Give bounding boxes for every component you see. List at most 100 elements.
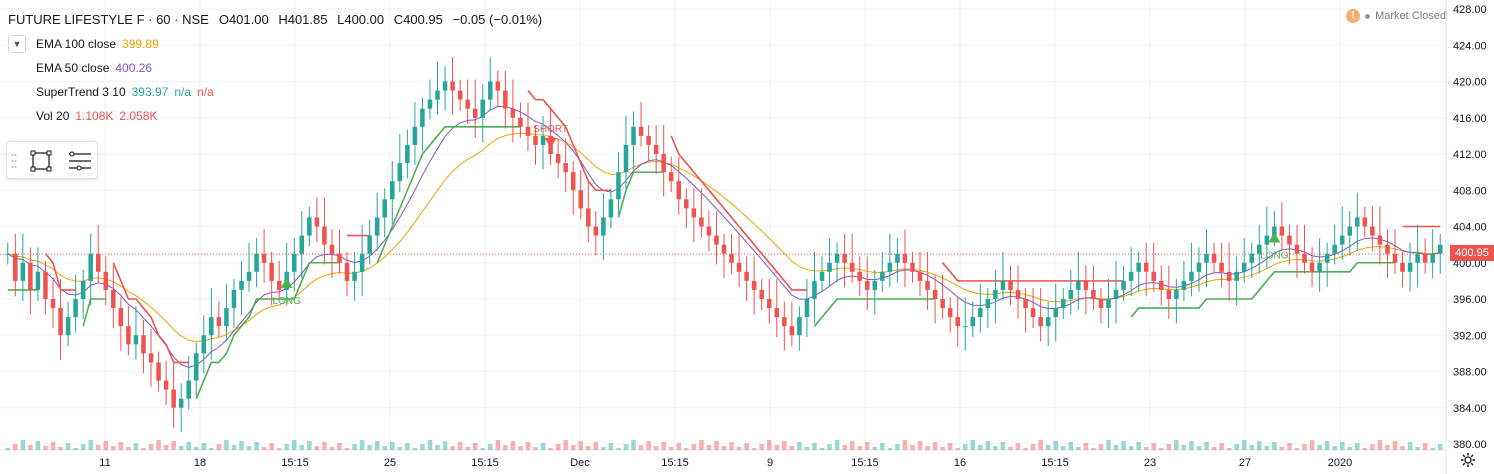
- candle-body: [1415, 253, 1420, 263]
- candle-body: [88, 253, 93, 281]
- candle-body: [518, 117, 523, 127]
- candle-body: [13, 253, 18, 281]
- volume-bar: [1121, 441, 1126, 450]
- indicator-ema50[interactable]: EMA 50 close 400.26: [8, 56, 548, 80]
- y-tick-label: 420.00: [1453, 77, 1487, 89]
- candle-body: [623, 144, 629, 173]
- volume-bar: [902, 440, 908, 450]
- volume-name: Vol 20: [36, 109, 70, 123]
- candle-body: [193, 353, 199, 381]
- candle-body: [50, 299, 56, 309]
- volume-bar: [359, 440, 365, 450]
- market-status[interactable]: ! Market Closed: [1346, 9, 1446, 23]
- volume-bar: [940, 447, 945, 450]
- candle-body: [156, 362, 161, 381]
- volume-bar: [186, 442, 191, 450]
- candle-body: [1430, 253, 1435, 263]
- volume-bar: [842, 445, 847, 450]
- volume-bar: [668, 447, 674, 450]
- time-axis: 11 18 15:15 25 15:15 Dec 15:15 9 15:15 16 15:15 23 2…: [99, 457, 1352, 469]
- volume-bar: [390, 442, 395, 450]
- candle-body: [133, 335, 139, 345]
- horizontal-lines-icon[interactable]: [67, 149, 91, 173]
- candle-body: [1287, 235, 1292, 245]
- volume-bar: [910, 445, 915, 450]
- volume-bar: [465, 447, 470, 450]
- candle-body: [209, 317, 214, 336]
- volume-bar: [699, 440, 704, 450]
- candle-body: [43, 271, 48, 299]
- y-tick-label: 396.00: [1453, 294, 1487, 306]
- volume-bar: [337, 443, 342, 450]
- candle-body: [420, 108, 425, 127]
- indicator-supertrend[interactable]: SuperTrend 3 10 393.97 n/a n/a: [8, 80, 548, 104]
- candle-body: [578, 190, 584, 209]
- candle-body: [947, 308, 953, 318]
- symbol-title[interactable]: FUTURE LIFESTYLE F · 60 · NSE: [8, 12, 209, 27]
- volume-bar: [405, 443, 410, 450]
- candle-body: [111, 289, 116, 309]
- candle-body: [1008, 280, 1013, 290]
- candle-body: [1053, 308, 1058, 318]
- drag-handle-icon[interactable]: [11, 152, 17, 170]
- rectangle-select-icon[interactable]: [29, 149, 53, 173]
- change-value: −0.05 (−0.01%): [452, 12, 543, 27]
- indicator-volume[interactable]: Vol 20 1.108K 2.058K: [8, 104, 548, 128]
- ema50-path: [7, 105, 1441, 368]
- candle-body: [269, 262, 274, 281]
- candle-body: [231, 289, 237, 309]
- volume-bar: [819, 448, 825, 450]
- candle-body: [1083, 280, 1089, 290]
- volume-bar: [1257, 441, 1262, 450]
- market-status-label: Market Closed: [1375, 10, 1446, 22]
- short-signal-arrow: [544, 138, 557, 148]
- volume-bar: [978, 445, 983, 450]
- candle-body: [789, 326, 795, 336]
- volume-bar: [714, 441, 719, 450]
- candle-body: [118, 308, 124, 327]
- close-value: C400.95: [393, 12, 443, 27]
- y-tick-label: 392.00: [1453, 330, 1487, 342]
- volume-bar: [88, 440, 93, 450]
- candle-body: [887, 262, 893, 272]
- volume-bar: [1091, 448, 1096, 450]
- chevron-down-icon[interactable]: ▼: [8, 35, 26, 53]
- candle-body: [427, 99, 433, 109]
- volume-bar: [676, 443, 682, 450]
- candle-body: [1143, 262, 1149, 272]
- candle-body: [932, 289, 938, 299]
- supertrend-down-segment: [112, 262, 189, 364]
- candle-body: [457, 90, 463, 100]
- volume-bar: [1136, 442, 1141, 450]
- candle-body: [337, 253, 342, 263]
- volume-bar: [1264, 446, 1270, 450]
- volume-bar: [261, 447, 267, 450]
- volume-bar: [804, 447, 810, 450]
- supertrend-value: 393.97: [131, 85, 169, 99]
- candle-body: [827, 262, 832, 272]
- volume-bar: [5, 448, 11, 450]
- volume-bar: [616, 448, 621, 450]
- y-tick-label: 380.00: [1453, 439, 1487, 451]
- indicator-ema100[interactable]: ▼ EMA 100 close 399.89: [8, 32, 548, 56]
- candle-body: [646, 135, 651, 145]
- volume-bar: [276, 448, 282, 450]
- gear-icon[interactable]: [1460, 452, 1476, 468]
- volume-bar: [1279, 447, 1285, 450]
- volume-bar: [420, 444, 425, 450]
- candle-body: [849, 262, 855, 272]
- volume-bar: [947, 443, 953, 450]
- volume-bar: [555, 444, 561, 450]
- volume-bar: [1294, 448, 1300, 450]
- y-tick-label: 404.00: [1453, 222, 1487, 234]
- drawing-toolbox[interactable]: [6, 141, 98, 179]
- candle-body: [1324, 253, 1330, 263]
- volume-bar: [638, 445, 644, 450]
- candle-body: [872, 280, 878, 290]
- candle-body: [1302, 253, 1307, 263]
- candle-body: [5, 253, 11, 255]
- candle-body: [65, 317, 71, 336]
- supertrend-down-segment: [942, 262, 1124, 282]
- candle-body: [1091, 289, 1096, 299]
